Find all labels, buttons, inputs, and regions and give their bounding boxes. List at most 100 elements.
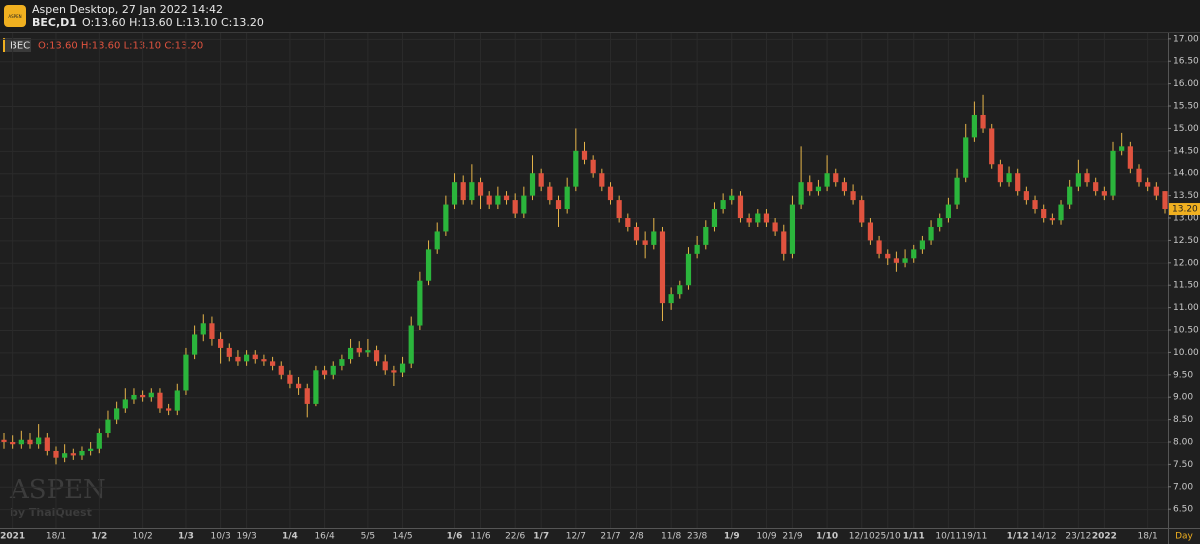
y-tick-label: 16.50: [1173, 57, 1199, 67]
y-tick-label: 16.00: [1173, 79, 1199, 89]
candle-body: [729, 195, 735, 201]
candle-body: [313, 370, 319, 404]
candle-body: [564, 186, 570, 210]
candle-body: [36, 437, 42, 445]
candle-body: [668, 294, 674, 304]
x-tick-label: 10/11: [935, 532, 961, 542]
candle-body: [997, 164, 1003, 183]
watermark-brand: ASPEN: [9, 475, 106, 505]
candle-body: [633, 226, 640, 241]
candle-body: [486, 195, 492, 205]
y-tick-label: 10.00: [1173, 348, 1199, 358]
candle-body: [980, 114, 986, 129]
candle-body: [1093, 182, 1099, 192]
candle-body: [859, 200, 865, 223]
candle-body: [945, 204, 951, 219]
legend-accent: [3, 38, 5, 52]
candle-body: [841, 182, 848, 192]
x-tick-label: 11/6: [470, 532, 490, 542]
x-tick-label: 10/2: [133, 532, 153, 542]
last-price-label: 13.20: [1172, 205, 1198, 215]
candle-body: [1110, 150, 1116, 196]
x-tick-label: 1/12: [1007, 532, 1029, 542]
logo: [4, 5, 26, 27]
watermark-by: by ThaiQuest: [10, 506, 92, 519]
candle-body: [720, 200, 726, 210]
x-tick-label: 1/6: [447, 532, 463, 542]
candle-body: [399, 363, 406, 373]
candle-body: [53, 450, 59, 458]
symbol: BEC,D1: [32, 16, 77, 29]
candle-body: [529, 173, 536, 196]
candle-body: [763, 213, 770, 223]
candle-body: [893, 258, 900, 263]
candle-body: [477, 182, 484, 196]
x-tick-label: 18/1: [1138, 532, 1158, 542]
candle-body: [365, 350, 371, 353]
y-tick-label: 9.00: [1173, 393, 1193, 403]
candle-body: [642, 240, 648, 245]
y-tick-label: 15.00: [1173, 124, 1199, 134]
x-tick-label: 19/11: [961, 532, 987, 542]
candle-body: [876, 240, 882, 254]
candle-body: [538, 173, 544, 187]
candle-body: [1041, 209, 1047, 219]
candle-body: [885, 253, 891, 259]
candle-body: [347, 347, 354, 360]
timeframe: Day: [1175, 532, 1193, 542]
candle-body: [27, 439, 33, 445]
candle-body: [971, 114, 977, 138]
candle-body: [694, 244, 700, 254]
x-tick-label: 1/3: [178, 532, 194, 542]
candle-body: [599, 173, 605, 187]
x-tick-label: 18/1: [46, 532, 66, 542]
app-title: Aspen Desktop, 27 Jan 2022 14:42: [32, 3, 223, 16]
candle-body: [1032, 200, 1038, 210]
candle-body: [434, 231, 440, 250]
x-tick-label: 2021: [0, 532, 25, 542]
candle-body: [140, 394, 146, 398]
y-tick-label: 10.50: [1173, 326, 1199, 336]
candle-body: [70, 453, 76, 456]
candle-body: [183, 354, 189, 391]
x-tick-label: 10/3: [210, 532, 230, 542]
x-tick-label: 21/9: [782, 532, 802, 542]
candle-body: [114, 408, 120, 420]
candle-body: [772, 222, 778, 232]
candle-body: [218, 338, 224, 348]
x-tick-label: 1/4: [282, 532, 298, 542]
candle-body: [685, 253, 692, 286]
candle-body: [1067, 186, 1073, 205]
candle-body: [616, 200, 622, 219]
candle-body: [928, 226, 934, 241]
candle-body: [963, 137, 969, 178]
candle-body: [1075, 173, 1081, 187]
candle-body: [356, 347, 362, 353]
candle-body: [703, 226, 709, 245]
candle-body: [373, 350, 380, 362]
y-tick-label: 13.50: [1173, 191, 1199, 201]
x-tick-label: 16/4: [314, 532, 334, 542]
y-tick-label: 6.50: [1173, 505, 1193, 515]
plot: [1, 94, 1168, 465]
candle-body: [1101, 191, 1107, 196]
candle-body: [295, 383, 302, 389]
candle-body: [44, 437, 50, 451]
candle-body: [79, 450, 85, 456]
y-tick-label: 12.00: [1173, 258, 1199, 268]
x-tick-label: 19/3: [236, 532, 256, 542]
x-tick-label: 22/6: [505, 532, 525, 542]
x-tick-label: 1/2: [91, 532, 107, 542]
candle-body: [1049, 218, 1055, 221]
candle-body: [88, 448, 94, 451]
candle-body: [174, 390, 180, 411]
x-tick-label: 1/9: [724, 532, 740, 542]
candle-body: [278, 365, 284, 375]
candle-body: [209, 323, 215, 339]
candle-body: [382, 361, 388, 371]
candle-body: [659, 231, 666, 304]
candle-body: [425, 249, 432, 281]
candle-body: [1119, 146, 1125, 151]
candle-body: [62, 453, 68, 458]
